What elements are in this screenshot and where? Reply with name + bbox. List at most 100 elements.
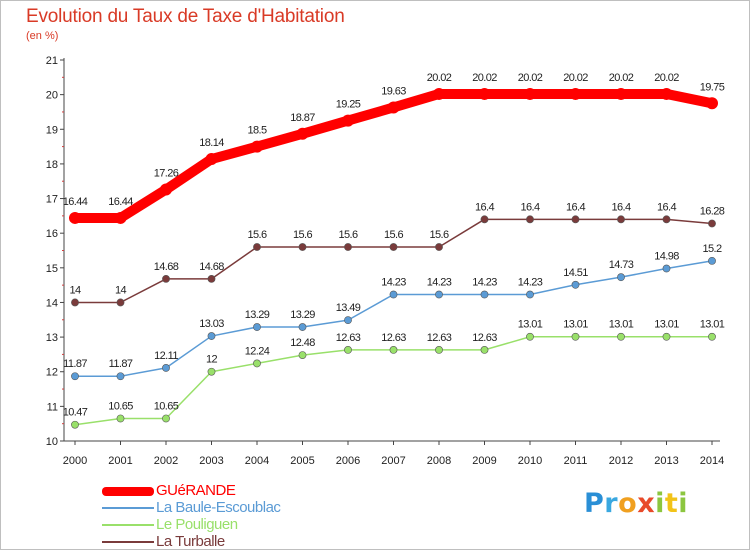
data-label: 18.87	[290, 112, 315, 124]
data-point	[160, 183, 172, 196]
data-label: 14.98	[654, 251, 679, 263]
data-point	[435, 290, 443, 299]
logo-letter: r	[604, 488, 619, 519]
data-point	[251, 140, 263, 153]
data-point	[569, 87, 582, 100]
data-label: 20.02	[427, 72, 452, 84]
data-label: 12.63	[472, 332, 497, 344]
legend-label: La Turballe	[156, 533, 225, 550]
y-tick-label: 20	[46, 90, 58, 102]
data-point	[162, 364, 170, 372]
data-label: 17.26	[154, 168, 179, 180]
data-label: 12.24	[245, 345, 270, 357]
data-point	[298, 323, 307, 331]
legend-label: Le Pouliguen	[156, 516, 238, 533]
data-label: 16.44	[63, 196, 88, 208]
data-label: 16.4	[566, 201, 585, 213]
data-point	[708, 332, 716, 341]
data-point	[526, 290, 534, 299]
y-tick-label: 18	[46, 159, 58, 171]
data-label: 10.65	[108, 400, 133, 412]
data-label: 15.6	[293, 229, 312, 241]
y-tick-label: 21	[46, 55, 58, 67]
data-label: 16.28	[700, 205, 725, 217]
y-tick-label: 13	[46, 332, 58, 344]
data-label: 14.68	[154, 261, 179, 273]
data-point	[253, 323, 261, 331]
data-point	[708, 256, 716, 265]
data-point	[617, 332, 625, 341]
data-label: 15.2	[702, 243, 721, 255]
data-point	[207, 367, 216, 376]
data-point	[480, 215, 489, 224]
data-point	[662, 332, 671, 341]
data-point	[617, 215, 625, 224]
data-label: 20.02	[609, 72, 634, 84]
data-point	[433, 87, 445, 100]
data-point	[706, 97, 718, 110]
data-label: 12.63	[336, 332, 361, 344]
data-point	[298, 243, 307, 251]
legend-swatch	[102, 507, 154, 509]
data-point	[571, 280, 580, 289]
y-tick-label: 10	[46, 436, 58, 448]
data-point	[342, 114, 354, 127]
data-label: 13.03	[199, 318, 224, 330]
data-label: 14.73	[609, 259, 634, 271]
data-point	[571, 332, 580, 341]
data-point	[344, 243, 352, 251]
x-tick-label: 2008	[427, 455, 451, 467]
x-tick-label: 2002	[154, 455, 178, 467]
data-point	[524, 87, 536, 100]
data-point	[114, 211, 127, 224]
x-tick-label: 2005	[290, 455, 314, 467]
data-label: 10.65	[154, 400, 179, 412]
data-point	[660, 87, 673, 100]
data-point	[71, 420, 79, 429]
x-tick-label: 2013	[654, 455, 678, 467]
data-point	[296, 127, 309, 140]
data-label: 13.01	[609, 319, 634, 331]
data-label: 16.44	[108, 196, 133, 208]
legend-swatch	[102, 486, 154, 496]
x-tick-label: 2000	[63, 455, 87, 467]
data-label: 14.23	[518, 276, 543, 288]
data-label: 19.63	[381, 85, 406, 97]
logo-letter: i	[655, 488, 665, 519]
data-label: 13.01	[518, 319, 543, 331]
legend-label: La Baule-Escoublac	[156, 499, 281, 516]
data-point	[708, 219, 716, 228]
x-tick-label: 2001	[108, 455, 132, 467]
data-point	[526, 215, 534, 224]
data-label: 16.4	[475, 201, 494, 213]
y-tick-label: 12	[46, 367, 58, 379]
data-label: 12.63	[427, 332, 452, 344]
data-label: 20.02	[518, 72, 543, 84]
data-point	[526, 332, 534, 341]
data-label: 12	[206, 354, 218, 366]
data-labels: 14 14 14.68 14.68 15.6 15.6 15.6 15.6 15.6 16.4 16…	[63, 72, 726, 419]
x-tick-label: 2012	[609, 455, 633, 467]
data-point	[253, 243, 261, 251]
data-point	[571, 215, 580, 224]
data-point	[389, 243, 398, 251]
y-tick-label: 11	[47, 401, 58, 413]
data-point	[71, 298, 79, 307]
data-point	[478, 87, 491, 100]
legend-swatch	[102, 541, 154, 543]
data-point	[344, 346, 352, 354]
data-label: 14.51	[563, 267, 588, 279]
data-point	[298, 351, 307, 360]
data-point	[387, 101, 400, 114]
data-label: 14.23	[427, 276, 452, 288]
data-label: 15.6	[338, 229, 357, 241]
data-label: 14.23	[381, 276, 406, 288]
data-point	[207, 332, 216, 340]
x-tick-label: 2006	[336, 455, 360, 467]
data-label: 14	[69, 284, 81, 296]
x-tick-label: 2014	[700, 455, 724, 467]
data-point	[207, 275, 216, 283]
data-label: 14	[115, 284, 127, 296]
data-point	[116, 372, 125, 381]
